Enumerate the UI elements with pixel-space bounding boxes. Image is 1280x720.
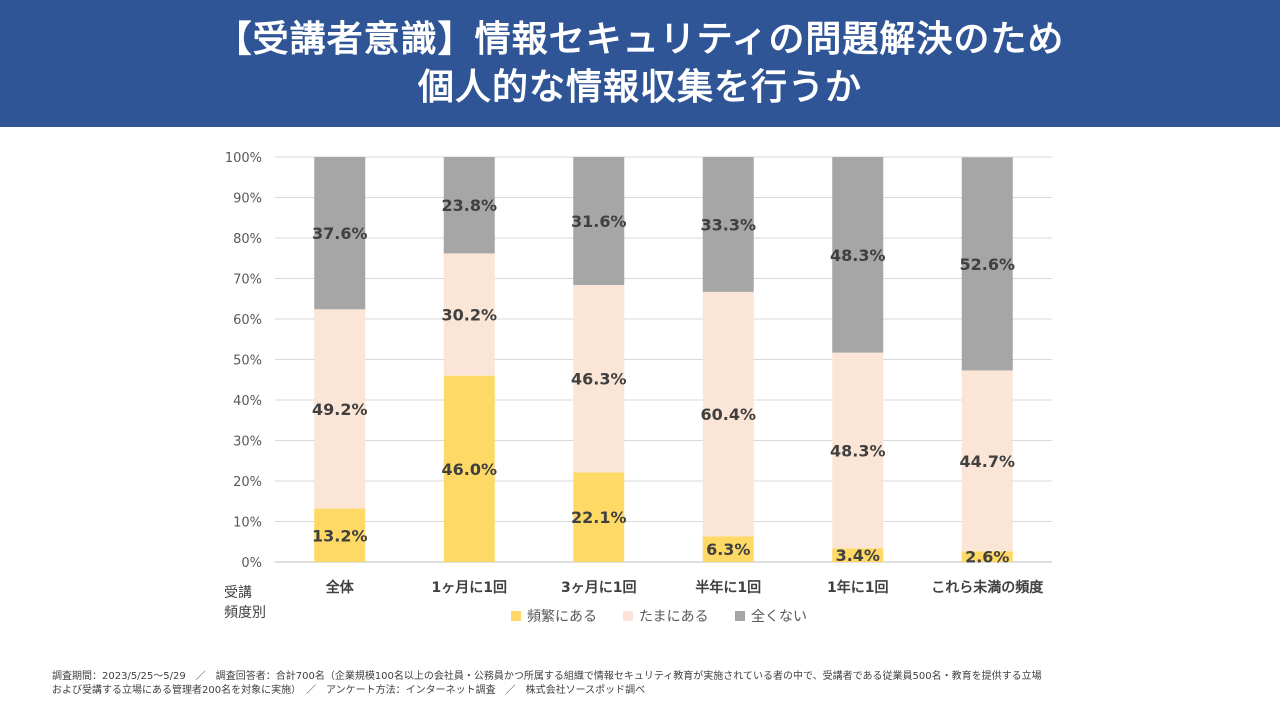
category-label: 1ヶ月に1回 bbox=[432, 580, 507, 596]
stacked-bar-chart: 0% 10% 20% 30% 40% 50% 60% 70% 80% 90% 100% 13.2% 4… bbox=[224, 151, 1052, 625]
data-label: 44.7% bbox=[959, 452, 1015, 471]
data-label: 49.2% bbox=[312, 400, 368, 419]
data-label: 2.6% bbox=[965, 548, 1009, 567]
bar-segment bbox=[702, 536, 754, 562]
y-tick-label: 90% bbox=[233, 192, 262, 207]
y-tick-label: 70% bbox=[233, 273, 262, 288]
bar-segment bbox=[314, 157, 366, 310]
data-label: 31.6% bbox=[571, 212, 627, 231]
y-tick-label: 80% bbox=[233, 232, 262, 247]
grid-layer: 0% 10% 20% 30% 40% 50% 60% 70% 80% 90% 100% bbox=[225, 151, 1052, 571]
y-tick-label: 100% bbox=[225, 151, 262, 166]
y-tick-label: 50% bbox=[233, 354, 262, 369]
label-layer: 13.2% 49.2% 37.6% 全体 46.0% 30.2% 23.8% 1ヶ月に1回 22… bbox=[312, 196, 1044, 596]
bar-segment bbox=[702, 291, 754, 537]
data-label: 33.3% bbox=[700, 215, 756, 234]
data-label: 22.1% bbox=[571, 508, 627, 527]
data-label: 48.3% bbox=[830, 246, 886, 265]
bar-segment bbox=[573, 472, 625, 562]
footnote-line-2: および受講する立場にある管理者200名を対象に実施） ／ アンケート方法：インタ… bbox=[52, 685, 646, 696]
data-label: 6.3% bbox=[706, 540, 750, 559]
y-tick-label: 0% bbox=[241, 556, 262, 571]
data-label: 52.6% bbox=[959, 255, 1015, 274]
data-label: 46.0% bbox=[441, 460, 497, 479]
data-label: 30.2% bbox=[441, 306, 497, 325]
legend: 頻繁にある たまにある 全くない bbox=[511, 608, 807, 625]
legend-label: 全くない bbox=[751, 608, 807, 625]
title-banner: 【受講者意識】情報セキュリティの問題解決のため 個人的な情報収集を行うか bbox=[0, 0, 1280, 127]
category-label: 3ヶ月に1回 bbox=[561, 580, 636, 596]
data-label: 48.3% bbox=[830, 441, 886, 460]
category-label: 全体 bbox=[325, 579, 355, 596]
y-tick-label: 30% bbox=[233, 435, 262, 450]
bar-segment bbox=[314, 309, 366, 509]
legend-swatch bbox=[623, 611, 633, 621]
y-tick-label: 20% bbox=[233, 475, 262, 490]
category-label: これら未満の頻度 bbox=[931, 579, 1044, 596]
data-label: 37.6% bbox=[312, 224, 368, 243]
bar-segment bbox=[961, 157, 1013, 371]
legend-label: 頻繁にある bbox=[527, 609, 597, 625]
bar-segment bbox=[443, 375, 495, 562]
legend-swatch bbox=[735, 611, 745, 621]
bar-segment bbox=[832, 352, 884, 549]
category-label: 半年に1回 bbox=[695, 579, 761, 596]
data-label: 13.2% bbox=[312, 526, 368, 545]
x-axis-title-line-2: 頻度別 bbox=[224, 605, 266, 621]
bar-segment bbox=[443, 253, 495, 376]
bar-segment bbox=[961, 551, 1013, 562]
bar-segment bbox=[573, 284, 625, 473]
data-label: 3.4% bbox=[836, 546, 880, 565]
legend-label: たまにある bbox=[639, 609, 709, 625]
data-label: 60.4% bbox=[700, 405, 756, 424]
bar-segment bbox=[832, 157, 884, 353]
bar-segment bbox=[832, 548, 884, 562]
bar-segment bbox=[443, 157, 495, 254]
footnote: 調査期間：2023/5/25〜5/29 ／ 調査回答者：合計700名（企業規模1… bbox=[52, 670, 1242, 698]
bar-segment bbox=[961, 370, 1013, 552]
bar-segment bbox=[573, 157, 625, 285]
y-tick-label: 10% bbox=[233, 516, 262, 531]
x-axis-title-line-1: 受講 bbox=[224, 585, 252, 601]
bar-segment bbox=[314, 508, 366, 562]
footnote-line-1: 調査期間：2023/5/25〜5/29 ／ 調査回答者：合計700名（企業規模1… bbox=[52, 671, 1042, 682]
title-line-2: 個人的な情報収集を行うか bbox=[417, 66, 862, 108]
category-label: 1年に1回 bbox=[827, 579, 888, 596]
bar-layer bbox=[314, 157, 1013, 562]
legend-swatch bbox=[511, 611, 521, 621]
y-tick-label: 40% bbox=[233, 394, 262, 409]
title-line-1: 【受講者意識】情報セキュリティの問題解決のため bbox=[215, 18, 1065, 60]
data-label: 23.8% bbox=[441, 196, 497, 215]
y-tick-label: 60% bbox=[233, 313, 262, 328]
data-label: 46.3% bbox=[571, 370, 627, 389]
bar-segment bbox=[702, 157, 754, 292]
